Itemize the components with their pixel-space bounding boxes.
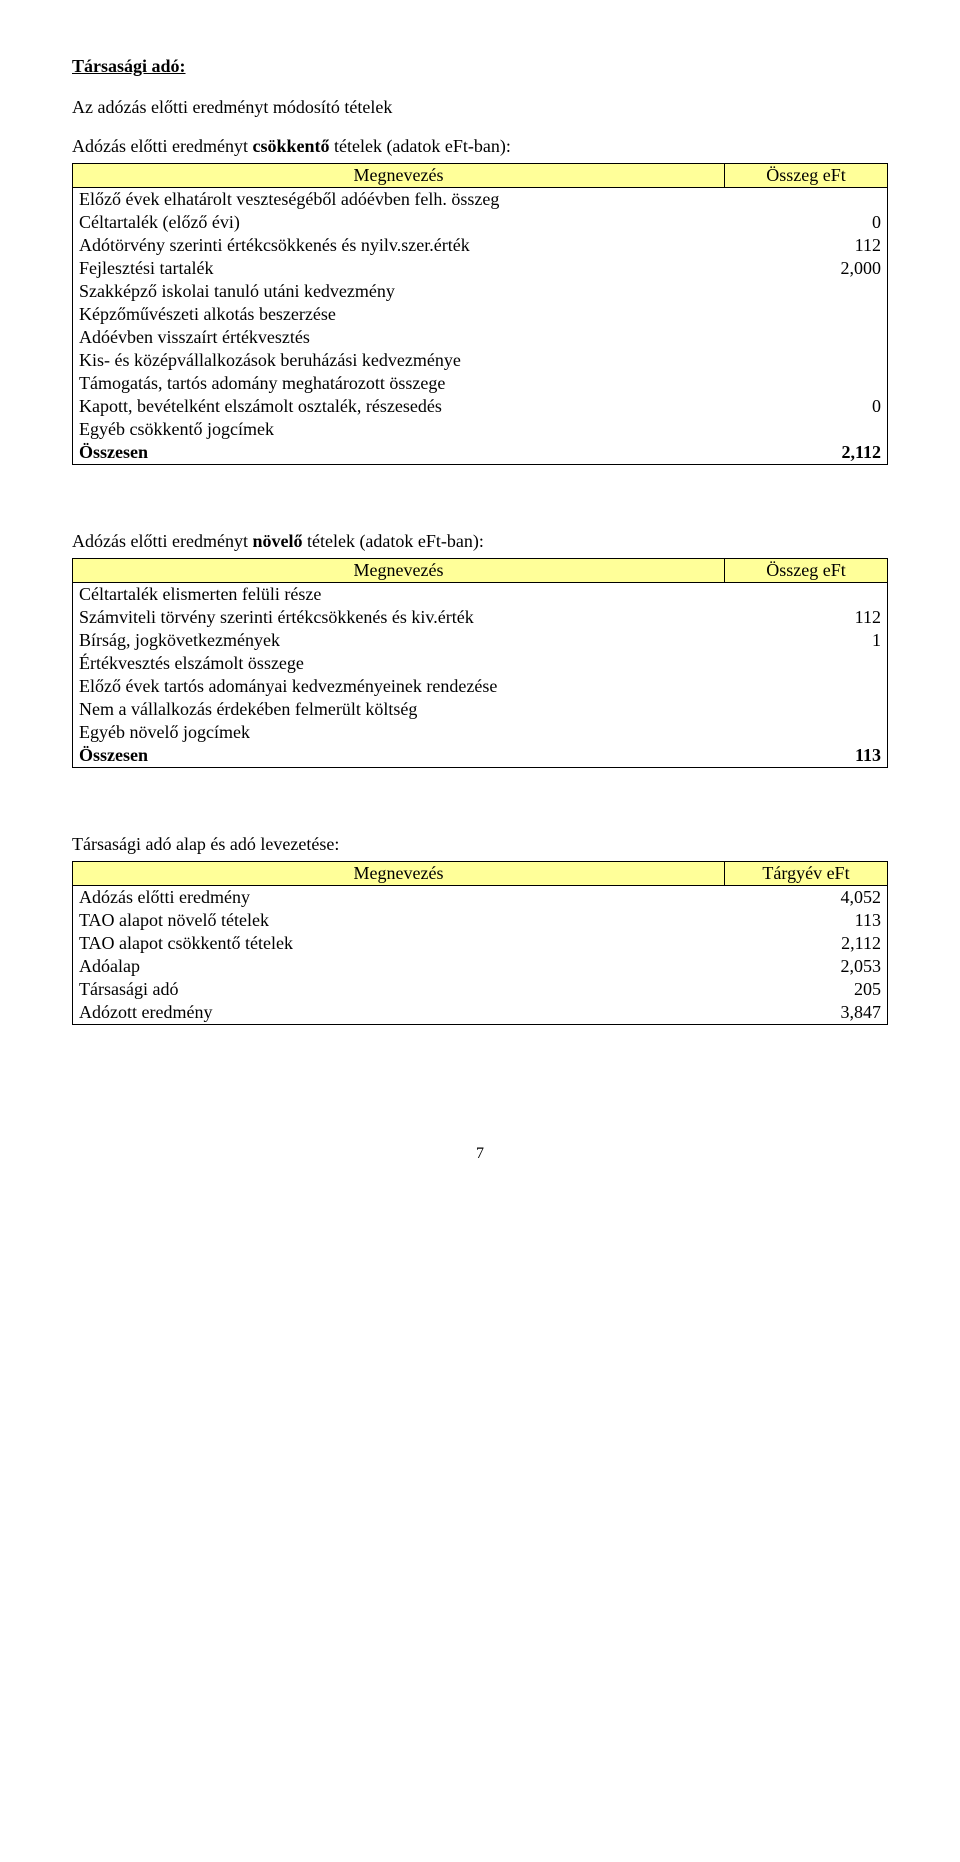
table-row-value (725, 418, 888, 441)
table-row-value: 3,847 (725, 1001, 888, 1025)
table-row-value: 113 (725, 909, 888, 932)
table-row-value (725, 698, 888, 721)
table2-col-value: Összeg eFt (725, 559, 888, 583)
table-row-label: Adózott eredmény (73, 1001, 725, 1025)
table-row-label: TAO alapot növelő tételek (73, 909, 725, 932)
table-row-label: Adózás előtti eredmény (73, 886, 725, 910)
table-row-value: 0 (725, 395, 888, 418)
table-row-value (725, 280, 888, 303)
table2-col-name: Megnevezés (73, 559, 725, 583)
table1-caption-bold: csökkentő (252, 136, 329, 156)
table-total-value: 2,112 (725, 441, 888, 465)
table-row-value: 2,053 (725, 955, 888, 978)
table2-caption: Adózás előtti eredményt növelő tételek (… (72, 531, 888, 552)
table2: Megnevezés Összeg eFt Céltartalék elisme… (72, 558, 888, 768)
table3-col-name: Megnevezés (73, 862, 725, 886)
table-row-label: Céltartalék elismerten felüli része (73, 583, 725, 607)
page-number: 7 (72, 1145, 888, 1163)
table-row-value (725, 303, 888, 326)
table-row-value (725, 675, 888, 698)
table-row-label: Kapott, bevételként elszámolt osztalék, … (73, 395, 725, 418)
table-row-value: 112 (725, 234, 888, 257)
table1-caption-suffix: tételek (adatok eFt-ban): (329, 136, 510, 156)
table-row-value: 2,000 (725, 257, 888, 280)
table-row-label: Egyéb csökkentő jogcímek (73, 418, 725, 441)
table-row-label: Nem a vállalkozás érdekében felmerült kö… (73, 698, 725, 721)
table1-col-name: Megnevezés (73, 164, 725, 188)
table-row-value (725, 652, 888, 675)
table-total-label: Összesen (73, 744, 725, 768)
table-row-label: Adóévben visszaírt értékvesztés (73, 326, 725, 349)
table-row-value (725, 326, 888, 349)
table-row-label: Előző évek elhatárolt veszteségéből adóé… (73, 188, 725, 212)
table3: Megnevezés Tárgyév eFt Adózás előtti ere… (72, 861, 888, 1025)
table-row-label: Előző évek tartós adományai kedvezményei… (73, 675, 725, 698)
table-total-label: Összesen (73, 441, 725, 465)
table-row-label: Támogatás, tartós adomány meghatározott … (73, 372, 725, 395)
table-row-label: Társasági adó (73, 978, 725, 1001)
intro-paragraph: Az adózás előtti eredményt módosító téte… (72, 97, 888, 118)
table-row-label: Fejlesztési tartalék (73, 257, 725, 280)
table1-caption-prefix: Adózás előtti eredményt (72, 136, 252, 156)
table-total-value: 113 (725, 744, 888, 768)
table-row-label: Szakképző iskolai tanuló utáni kedvezmén… (73, 280, 725, 303)
table-row-label: Értékvesztés elszámolt összege (73, 652, 725, 675)
table-row-value: 2,112 (725, 932, 888, 955)
table-row-value (725, 721, 888, 744)
table-row-value: 1 (725, 629, 888, 652)
table1-caption: Adózás előtti eredményt csökkentő tétele… (72, 136, 888, 157)
table2-caption-prefix: Adózás előtti eredményt (72, 531, 252, 551)
table-row-value: 4,052 (725, 886, 888, 910)
table2-caption-suffix: tételek (adatok eFt-ban): (302, 531, 483, 551)
table-row-label: Kis- és középvállalkozások beruházási ke… (73, 349, 725, 372)
table-row-value (725, 349, 888, 372)
section-title: Társasági adó: (72, 56, 888, 77)
table-row-value (725, 188, 888, 212)
table-row-label: Számviteli törvény szerinti értékcsökken… (73, 606, 725, 629)
table-row-value: 112 (725, 606, 888, 629)
table1: Megnevezés Összeg eFt Előző évek elhatár… (72, 163, 888, 465)
table-row-label: Egyéb növelő jogcímek (73, 721, 725, 744)
table-row-value: 0 (725, 211, 888, 234)
table1-col-value: Összeg eFt (725, 164, 888, 188)
table-row-label: Céltartalék (előző évi) (73, 211, 725, 234)
table3-col-value: Tárgyév eFt (725, 862, 888, 886)
table2-caption-bold: növelő (252, 531, 302, 551)
table-row-value (725, 372, 888, 395)
table-row-value (725, 583, 888, 607)
table-row-label: Képzőművészeti alkotás beszerzése (73, 303, 725, 326)
table-row-label: Bírság, jogkövetkezmények (73, 629, 725, 652)
table3-caption: Társasági adó alap és adó levezetése: (72, 834, 888, 855)
table-row-label: TAO alapot csökkentő tételek (73, 932, 725, 955)
table-row-label: Adótörvény szerinti értékcsökkenés és ny… (73, 234, 725, 257)
table-row-label: Adóalap (73, 955, 725, 978)
table-row-value: 205 (725, 978, 888, 1001)
